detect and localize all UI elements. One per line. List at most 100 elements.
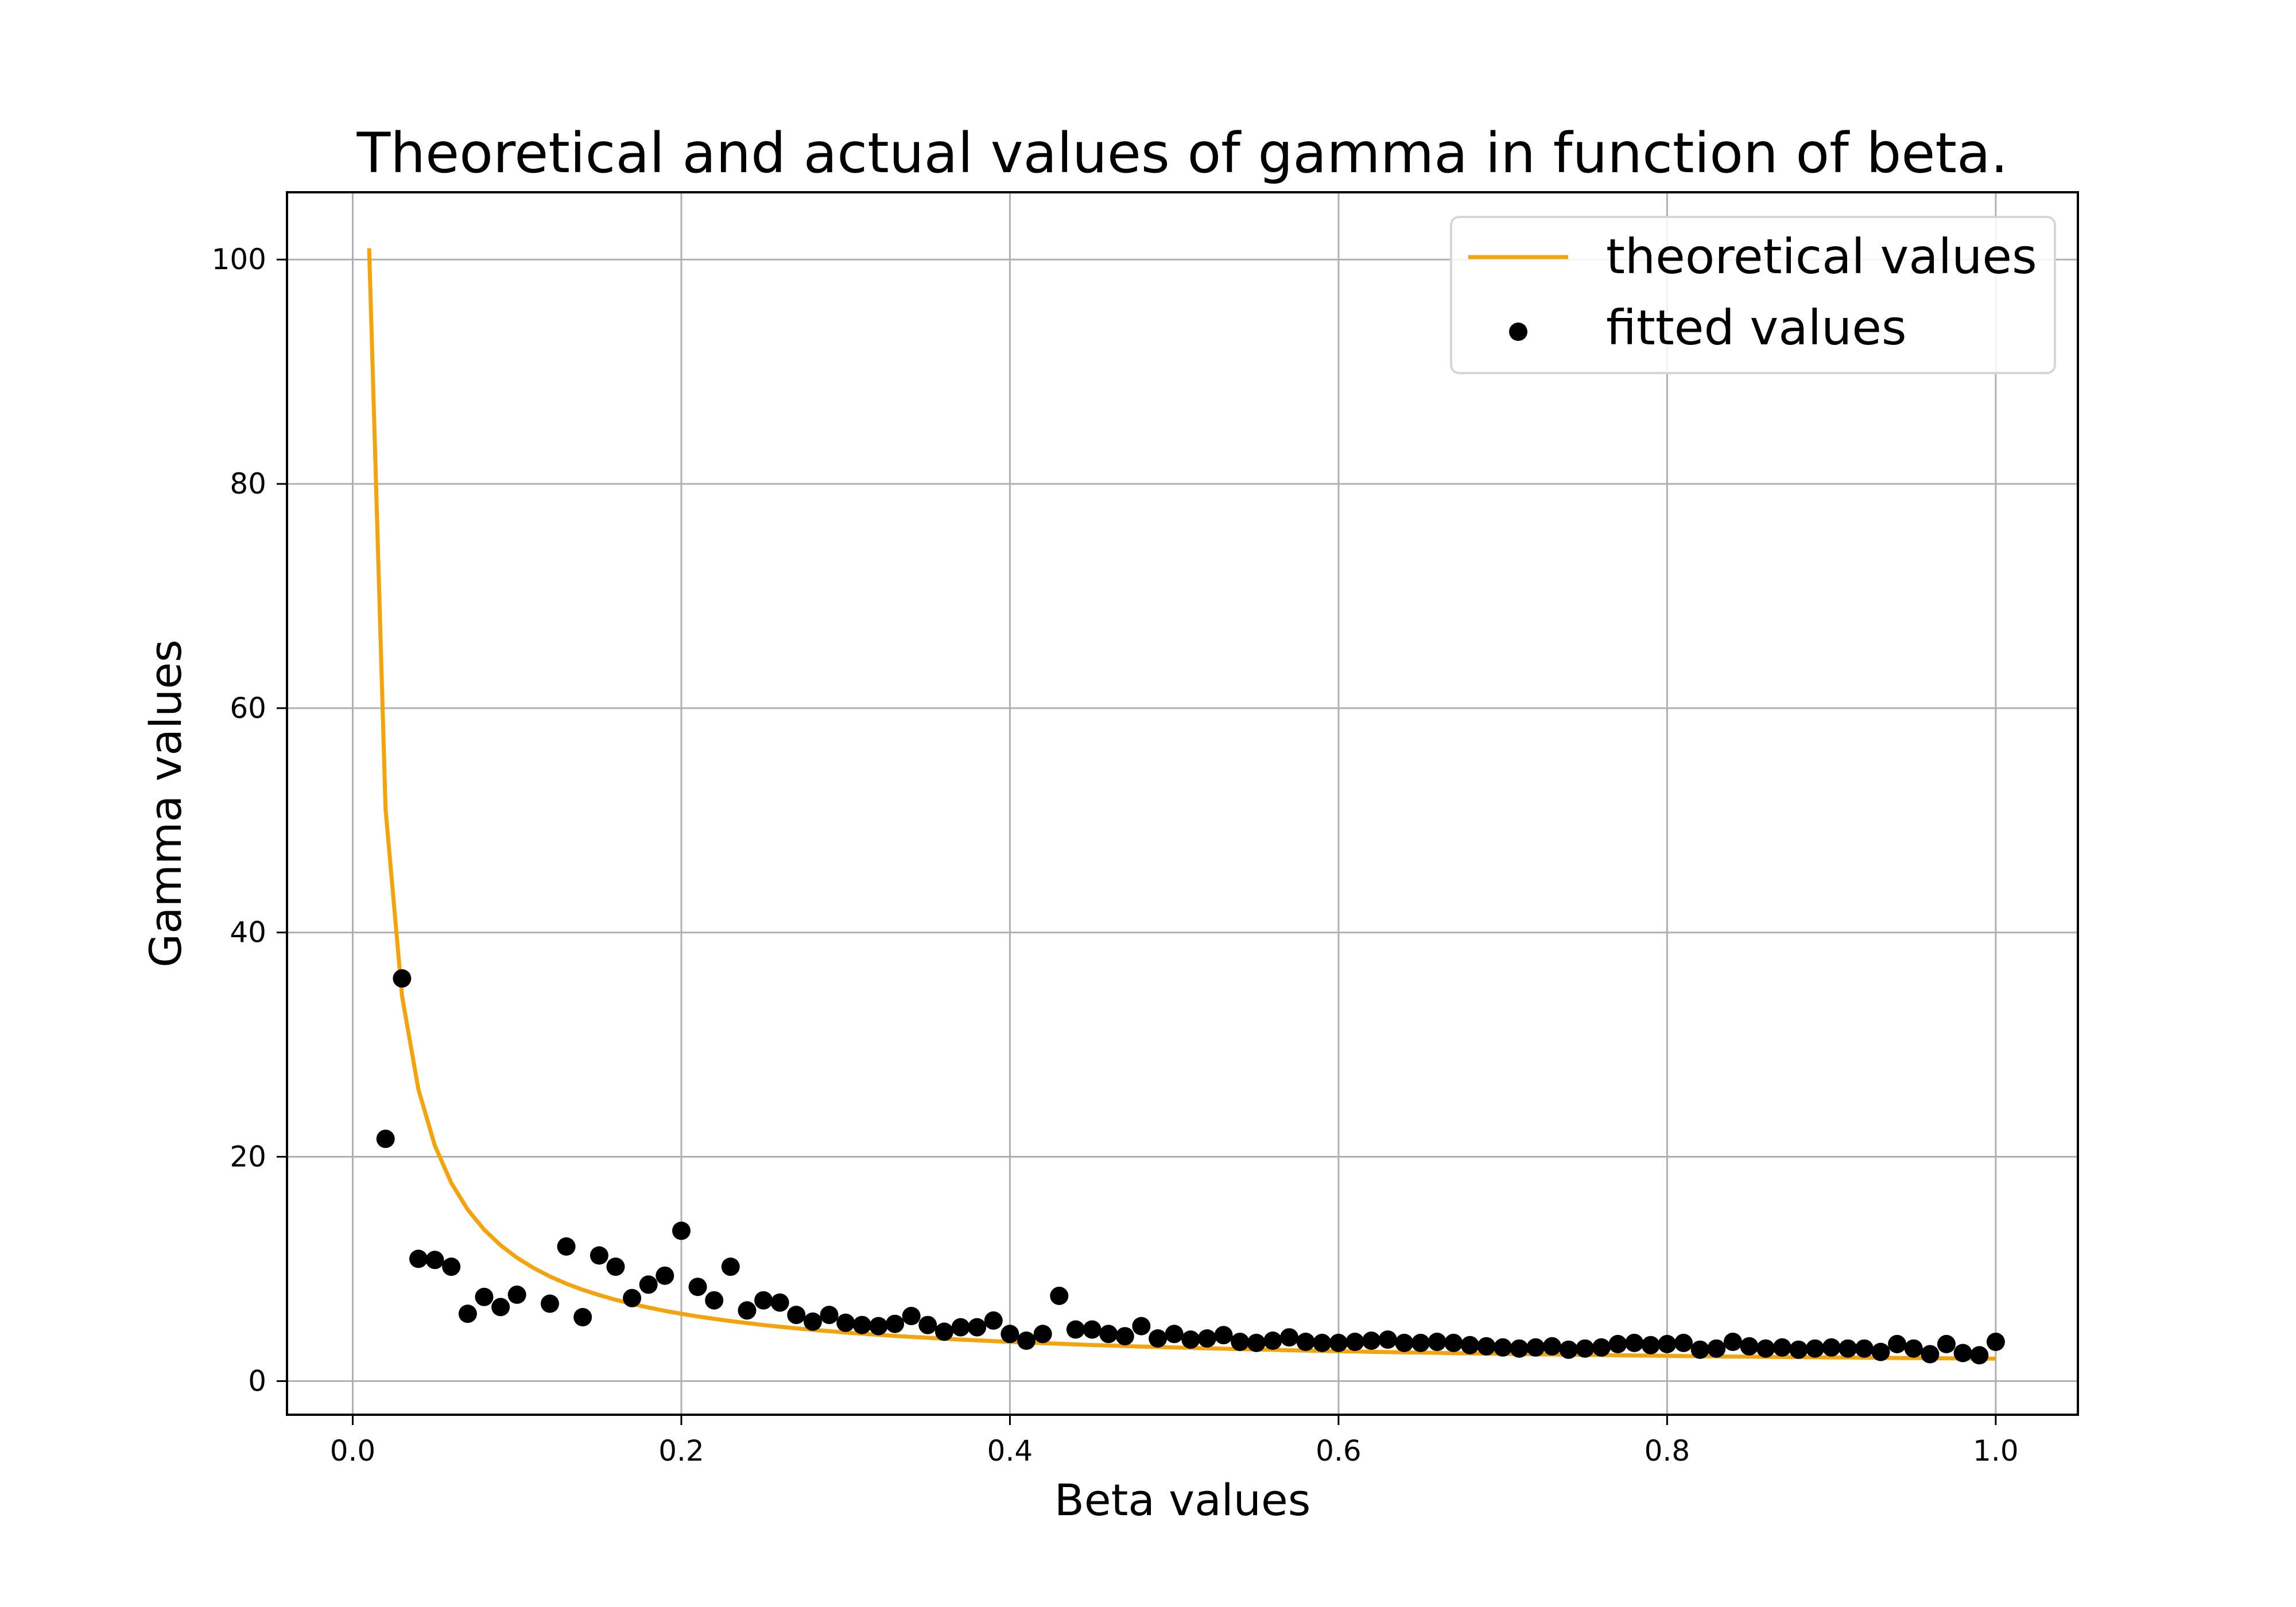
fitted-value-point bbox=[541, 1294, 559, 1313]
fitted-value-point bbox=[1444, 1333, 1463, 1352]
fitted-value-point bbox=[1280, 1328, 1299, 1347]
fitted-value-point bbox=[475, 1287, 494, 1306]
fitted-value-point bbox=[557, 1237, 576, 1256]
fitted-value-point bbox=[1033, 1325, 1052, 1344]
fitted-value-point bbox=[1197, 1329, 1216, 1348]
fitted-value-point bbox=[1970, 1346, 1989, 1365]
fitted-value-point bbox=[787, 1306, 806, 1325]
fitted-value-point bbox=[656, 1266, 674, 1285]
fitted-value-point bbox=[1953, 1344, 1972, 1363]
fitted-value-point bbox=[1066, 1320, 1085, 1339]
fitted-value-point bbox=[1641, 1336, 1660, 1354]
fitted-value-point bbox=[902, 1307, 921, 1325]
fitted-value-point bbox=[1345, 1333, 1364, 1351]
fitted-value-point bbox=[1050, 1286, 1069, 1305]
fitted-value-point bbox=[1313, 1333, 1332, 1352]
fitted-value-point bbox=[1395, 1333, 1414, 1352]
fitted-value-point bbox=[1756, 1339, 1775, 1358]
fitted-value-point bbox=[1460, 1336, 1479, 1354]
fitted-value-point bbox=[738, 1301, 757, 1320]
fitted-value-point bbox=[1822, 1338, 1841, 1357]
fitted-value-point bbox=[425, 1251, 444, 1270]
y-axis-label: Gamma values bbox=[140, 639, 191, 967]
fitted-value-point bbox=[820, 1306, 839, 1325]
x-tick-label: 0.0 bbox=[330, 1434, 376, 1468]
legend: theoretical values fitted values bbox=[1450, 216, 2056, 374]
fitted-value-point bbox=[1214, 1326, 1233, 1345]
fitted-value-point bbox=[1986, 1333, 2005, 1351]
fitted-value-point bbox=[1017, 1332, 1036, 1350]
fitted-value-point bbox=[1378, 1330, 1397, 1349]
fitted-value-point bbox=[869, 1317, 888, 1336]
legend-label-fitted: fitted values bbox=[1606, 300, 1907, 356]
x-axis-label: Beta values bbox=[1054, 1474, 1311, 1526]
x-tick-label: 0.8 bbox=[1645, 1434, 1690, 1468]
fitted-value-point bbox=[1165, 1325, 1184, 1344]
fitted-value-point bbox=[1526, 1338, 1545, 1357]
fitted-value-point bbox=[968, 1318, 987, 1337]
fitted-value-point bbox=[1231, 1333, 1250, 1351]
fitted-value-point bbox=[376, 1129, 395, 1148]
fitted-value-point bbox=[836, 1313, 855, 1332]
fitted-value-point bbox=[1099, 1325, 1118, 1344]
fitted-value-point bbox=[1871, 1342, 1890, 1361]
fitted-value-point bbox=[1855, 1339, 1874, 1358]
fitted-value-point bbox=[1592, 1338, 1611, 1357]
fitted-value-point bbox=[1740, 1337, 1759, 1356]
fitted-value-point bbox=[1625, 1333, 1644, 1352]
fitted-value-point bbox=[623, 1288, 642, 1307]
fitted-value-point bbox=[1576, 1339, 1595, 1358]
fitted-value-point bbox=[1674, 1333, 1693, 1352]
fitted-value-point bbox=[886, 1314, 905, 1333]
fitted-value-point bbox=[409, 1249, 428, 1268]
plot-frame bbox=[286, 191, 2079, 1416]
theoretical-values-line bbox=[367, 248, 1996, 1361]
fitted-value-point bbox=[804, 1312, 822, 1331]
fitted-value-point bbox=[1494, 1338, 1512, 1357]
fitted-value-point bbox=[1839, 1339, 1857, 1358]
fitted-value-point bbox=[754, 1291, 773, 1310]
fitted-value-point bbox=[1149, 1329, 1168, 1348]
fitted-value-point bbox=[1723, 1333, 1742, 1351]
y-tick-label: 0 bbox=[248, 1364, 266, 1398]
fitted-value-point bbox=[1510, 1339, 1529, 1358]
fitted-value-point bbox=[951, 1318, 970, 1337]
fitted-value-point bbox=[1411, 1333, 1430, 1352]
fitted-value-point bbox=[1888, 1334, 1907, 1353]
fitted-value-point bbox=[393, 969, 412, 988]
fitted-value-point bbox=[458, 1305, 477, 1323]
fitted-value-point bbox=[1428, 1333, 1446, 1351]
fitted-value-point bbox=[935, 1322, 953, 1341]
fitted-value-point bbox=[1921, 1345, 1940, 1364]
x-tick-label: 0.2 bbox=[658, 1434, 704, 1468]
fitted-value-point bbox=[1773, 1338, 1791, 1357]
x-tick-label: 0.6 bbox=[1316, 1434, 1362, 1468]
fitted-value-point bbox=[1362, 1332, 1381, 1350]
x-tick-label: 0.4 bbox=[987, 1434, 1033, 1468]
fitted-value-point bbox=[491, 1298, 510, 1317]
fitted-value-point bbox=[1132, 1317, 1151, 1336]
series-layer bbox=[367, 248, 2005, 1365]
y-tick-label: 20 bbox=[230, 1140, 266, 1174]
fitted-value-point bbox=[507, 1285, 526, 1304]
fitted-value-point bbox=[1477, 1337, 1496, 1356]
fitted-value-point bbox=[672, 1221, 691, 1240]
y-tick-label: 80 bbox=[230, 467, 266, 500]
fitted-value-point bbox=[1937, 1334, 1956, 1353]
fitted-value-point bbox=[1115, 1327, 1134, 1346]
grid-layer bbox=[287, 192, 2078, 1415]
fitted-value-point bbox=[1658, 1334, 1677, 1353]
fitted-value-point bbox=[1806, 1339, 1824, 1358]
fitted-value-point bbox=[1296, 1333, 1315, 1351]
fitted-value-point bbox=[1247, 1333, 1266, 1352]
legend-box bbox=[1450, 216, 2056, 374]
fitted-value-point bbox=[984, 1311, 1003, 1330]
fitted-value-point bbox=[1263, 1332, 1282, 1350]
fitted-value-point bbox=[1329, 1333, 1348, 1352]
fitted-value-point bbox=[770, 1293, 789, 1312]
fitted-value-point bbox=[721, 1257, 740, 1276]
chart-title: Theoretical and actual values of gamma i… bbox=[356, 121, 2008, 185]
tick-layer: 0.0 0.2 0.4 0.6 0.8 1.0 0 20 40 60 80 100 bbox=[212, 243, 2019, 1468]
fitted-value-point bbox=[852, 1315, 871, 1334]
